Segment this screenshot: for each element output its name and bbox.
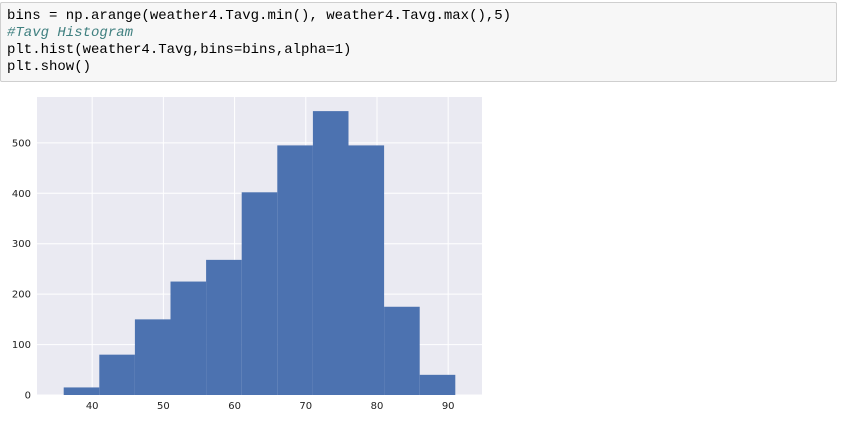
histogram-bar (419, 374, 456, 395)
cell-output: 40 50 60 70 80 90 0 100 200 300 400 500 (0, 90, 500, 417)
histogram-chart: 40 50 60 70 80 90 0 100 200 300 400 500 (12, 97, 482, 412)
histogram-bar (170, 281, 207, 395)
histogram-bar (206, 259, 242, 395)
histogram-bar (134, 319, 171, 395)
code-line: bins = np.arange(weather4.Tavg.min(), we… (7, 8, 512, 24)
histogram-bar (348, 145, 385, 395)
histogram-bar (99, 354, 135, 395)
histogram-bar (277, 145, 313, 395)
histogram-bar (384, 306, 420, 395)
histogram-bar (63, 387, 100, 395)
x-tick-label: 60 (228, 401, 241, 412)
y-tick-label: 400 (12, 189, 31, 200)
x-tick-label: 50 (157, 401, 170, 412)
histogram-bar (241, 192, 278, 395)
y-tick-label: 300 (12, 239, 31, 250)
y-tick-label: 200 (12, 290, 31, 301)
y-tick-label: 100 (12, 340, 31, 351)
x-tick-label: 90 (442, 401, 455, 412)
code-comment-line: #Tavg Histogram (7, 25, 134, 41)
y-tick-label: 500 (12, 138, 31, 149)
code-line: plt.show() (7, 59, 92, 75)
code-line: plt.hist(weather4.Tavg,bins=bins,alpha=1… (7, 42, 352, 58)
y-tick-label: 0 (25, 391, 31, 402)
x-tick-label: 80 (371, 401, 384, 412)
x-tick-label: 40 (86, 401, 99, 412)
x-tick-label: 70 (299, 401, 312, 412)
histogram-bar (312, 111, 349, 395)
code-cell[interactable]: bins = np.arange(weather4.Tavg.min(), we… (0, 2, 837, 82)
